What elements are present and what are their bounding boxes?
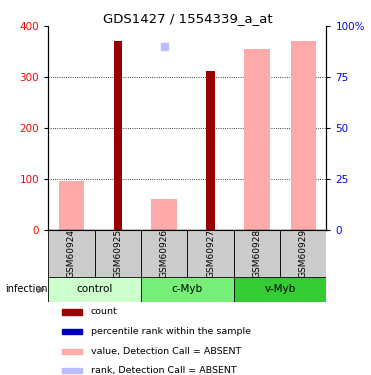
Bar — [151, 199, 177, 230]
Bar — [62, 309, 82, 315]
Text: GSM60928: GSM60928 — [252, 229, 262, 278]
Bar — [141, 230, 187, 277]
Bar — [114, 42, 122, 230]
Bar — [187, 230, 234, 277]
Bar — [62, 348, 82, 354]
Text: GSM60929: GSM60929 — [299, 229, 308, 278]
Bar — [234, 277, 326, 302]
Bar — [161, 43, 168, 50]
Title: GDS1427 / 1554339_a_at: GDS1427 / 1554339_a_at — [102, 12, 272, 25]
Text: GSM60925: GSM60925 — [113, 229, 122, 278]
Bar — [48, 230, 95, 277]
Text: infection: infection — [5, 285, 47, 294]
Text: control: control — [76, 285, 113, 294]
Text: c-Myb: c-Myb — [172, 285, 203, 294]
Text: GSM60924: GSM60924 — [67, 229, 76, 278]
Bar — [206, 71, 215, 230]
Text: value, Detection Call = ABSENT: value, Detection Call = ABSENT — [91, 346, 241, 355]
Text: v-Myb: v-Myb — [265, 285, 296, 294]
Bar — [62, 368, 82, 374]
Text: percentile rank within the sample: percentile rank within the sample — [91, 327, 250, 336]
Bar — [280, 230, 326, 277]
Bar — [62, 329, 82, 334]
Bar — [48, 277, 141, 302]
Bar — [141, 277, 234, 302]
Bar — [95, 230, 141, 277]
Bar — [290, 42, 316, 230]
Text: rank, Detection Call = ABSENT: rank, Detection Call = ABSENT — [91, 366, 236, 375]
Bar — [244, 49, 270, 230]
Text: count: count — [91, 308, 117, 316]
Bar — [59, 181, 84, 230]
Text: GSM60926: GSM60926 — [160, 229, 169, 278]
Text: GSM60927: GSM60927 — [206, 229, 215, 278]
Bar — [234, 230, 280, 277]
